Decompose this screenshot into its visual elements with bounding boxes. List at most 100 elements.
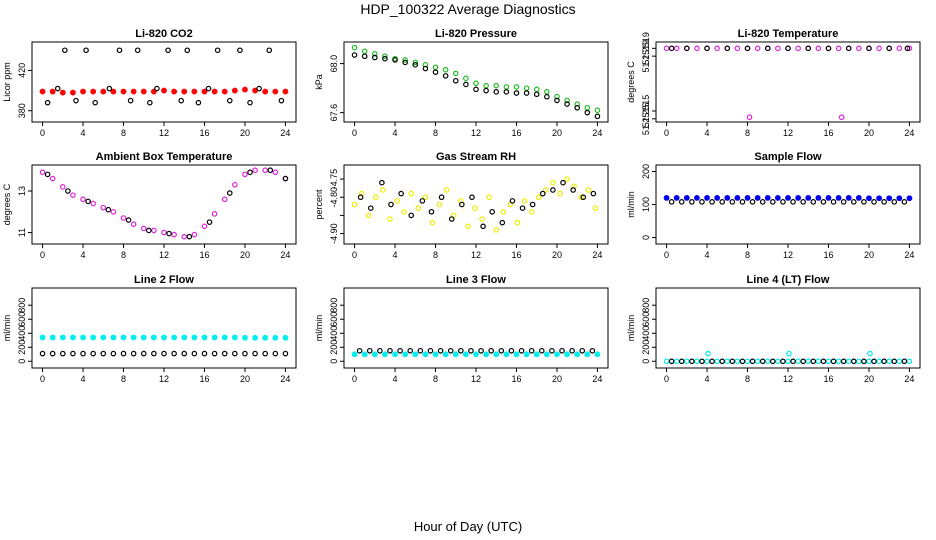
x-tick-label: 24 bbox=[904, 128, 914, 138]
y-tick-label: 800 bbox=[641, 298, 651, 313]
data-point bbox=[140, 225, 147, 232]
data-point bbox=[211, 88, 218, 95]
data-point bbox=[483, 351, 490, 358]
panel-title: Li-820 Pressure bbox=[435, 28, 517, 40]
data-point bbox=[463, 81, 469, 88]
data-point bbox=[795, 45, 801, 52]
data-point bbox=[39, 350, 46, 357]
data-point bbox=[140, 350, 147, 357]
data-point bbox=[437, 347, 444, 354]
data-point bbox=[417, 347, 424, 354]
data-point bbox=[521, 198, 528, 204]
data-point bbox=[592, 205, 599, 211]
data-point bbox=[432, 351, 439, 358]
data-point bbox=[242, 171, 248, 178]
data-point bbox=[479, 216, 485, 222]
data-point bbox=[412, 59, 419, 66]
data-series bbox=[44, 167, 289, 240]
data-point bbox=[493, 227, 500, 233]
y-axis: 380 420 bbox=[17, 63, 32, 118]
data-point bbox=[663, 358, 670, 365]
data-point bbox=[871, 199, 877, 205]
y-axis-label: kPa bbox=[314, 74, 324, 90]
data-point bbox=[110, 208, 117, 215]
data-point bbox=[394, 198, 400, 204]
data-series bbox=[663, 350, 913, 365]
data-point bbox=[543, 187, 549, 193]
data-point bbox=[845, 194, 852, 201]
x-tick-label: 0 bbox=[40, 128, 45, 138]
data-point bbox=[770, 358, 776, 365]
data-point bbox=[513, 351, 520, 358]
data-point bbox=[392, 351, 398, 358]
data-point bbox=[134, 47, 141, 54]
y-tick-label: 100 bbox=[641, 197, 651, 212]
x-tick-label: 24 bbox=[592, 374, 602, 384]
data-point bbox=[262, 88, 269, 95]
x-tick-label: 20 bbox=[864, 374, 874, 384]
data-point bbox=[886, 45, 893, 52]
data-point bbox=[80, 196, 86, 203]
data-point bbox=[377, 347, 383, 354]
y-tick-label: 0 bbox=[641, 359, 651, 364]
data-point bbox=[906, 45, 913, 52]
data-point bbox=[533, 86, 540, 93]
data-point bbox=[906, 358, 913, 365]
x-tick-label: 4 bbox=[705, 128, 710, 138]
data-point bbox=[49, 334, 56, 341]
data-point bbox=[719, 358, 726, 365]
data-point bbox=[825, 194, 832, 201]
data-point bbox=[835, 194, 842, 201]
data-point bbox=[805, 45, 812, 52]
data-point bbox=[528, 347, 535, 354]
x-tick-label: 8 bbox=[433, 250, 438, 260]
data-point bbox=[365, 212, 372, 219]
data-point bbox=[59, 89, 66, 96]
x-tick-label: 24 bbox=[280, 128, 290, 138]
data-point bbox=[795, 358, 801, 365]
data-point bbox=[469, 194, 475, 201]
data-point bbox=[256, 85, 262, 92]
data-point bbox=[538, 347, 545, 354]
data-point bbox=[452, 70, 459, 77]
data-point bbox=[398, 190, 404, 197]
figure-title: HDP_100322 Average Diagnostics bbox=[360, 1, 575, 17]
data-point bbox=[554, 351, 560, 358]
x-tick-label: 16 bbox=[511, 128, 521, 138]
data-point bbox=[714, 45, 720, 52]
data-point bbox=[191, 334, 198, 341]
data-point bbox=[361, 48, 368, 55]
data-series bbox=[351, 52, 601, 120]
data-point bbox=[120, 334, 127, 341]
y-axis-label: ml/min bbox=[626, 191, 636, 218]
data-point bbox=[876, 45, 882, 52]
data-point bbox=[191, 88, 198, 95]
data-point bbox=[120, 350, 127, 357]
data-point bbox=[876, 195, 882, 202]
y-tick-label: 800 bbox=[17, 298, 27, 313]
y-axis: 11 13 bbox=[17, 186, 32, 237]
data-point bbox=[815, 45, 822, 52]
y-tick-label: 600 bbox=[329, 312, 339, 327]
data-point bbox=[523, 85, 530, 91]
data-point bbox=[724, 194, 731, 201]
data-point bbox=[442, 66, 449, 73]
x-tick-label: 4 bbox=[393, 128, 398, 138]
y-axis: 67.6 68.0 bbox=[329, 55, 344, 121]
data-point bbox=[379, 179, 385, 186]
data-point bbox=[835, 45, 842, 52]
chart-panel: Sample Flow 0 4 8 12 16 20 24 0 100 200 ml/min bbox=[626, 151, 921, 260]
x-tick-label: 16 bbox=[199, 250, 209, 260]
x-axis: 0 4 8 12 16 20 24 bbox=[352, 367, 602, 384]
data-point bbox=[871, 358, 877, 365]
x-tick-label: 16 bbox=[511, 374, 521, 384]
data-point bbox=[402, 57, 408, 63]
y-tick-label: 400 bbox=[17, 326, 27, 341]
y-axis: -4.90 -4.80-4.75 bbox=[329, 169, 344, 244]
data-point bbox=[100, 334, 107, 341]
data-point bbox=[478, 347, 484, 354]
data-point bbox=[668, 358, 675, 365]
x-tick-label: 20 bbox=[864, 128, 874, 138]
x-axis: 0 4 8 12 16 20 24 bbox=[40, 367, 290, 384]
